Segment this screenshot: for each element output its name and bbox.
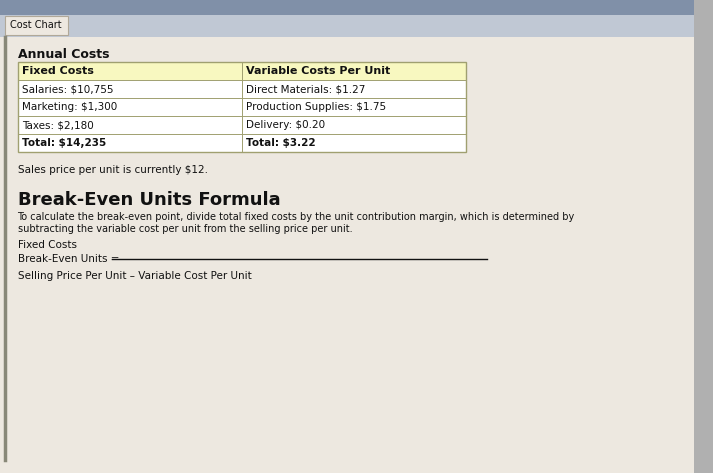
FancyBboxPatch shape — [5, 16, 68, 35]
Text: Break-Even Units =: Break-Even Units = — [18, 254, 119, 264]
Text: Salaries: $10,755: Salaries: $10,755 — [22, 84, 114, 94]
Text: Delivery: $0.20: Delivery: $0.20 — [247, 120, 326, 130]
Text: Marketing: $1,300: Marketing: $1,300 — [22, 102, 118, 112]
Text: Total: $3.22: Total: $3.22 — [247, 138, 316, 148]
Text: Production Supplies: $1.75: Production Supplies: $1.75 — [247, 102, 386, 112]
Text: Sales price per unit is currently $12.: Sales price per unit is currently $12. — [18, 165, 207, 175]
Text: Selling Price Per Unit – Variable Cost Per Unit: Selling Price Per Unit – Variable Cost P… — [18, 271, 251, 281]
Text: Break-Even Units Formula: Break-Even Units Formula — [18, 191, 280, 209]
Bar — [18, 62, 466, 152]
Bar — [0, 0, 694, 15]
Text: subtracting the variable cost per unit from the selling price per unit.: subtracting the variable cost per unit f… — [18, 224, 352, 234]
Text: Variable Costs Per Unit: Variable Costs Per Unit — [247, 66, 391, 76]
Text: Fixed Costs: Fixed Costs — [22, 66, 94, 76]
Text: Cost Chart: Cost Chart — [10, 20, 61, 30]
Text: Total: $14,235: Total: $14,235 — [22, 138, 107, 148]
Text: Fixed Costs: Fixed Costs — [18, 240, 76, 250]
Bar — [0, 15, 694, 37]
Text: Annual Costs: Annual Costs — [18, 49, 109, 61]
Bar — [18, 62, 466, 80]
Text: Taxes: $2,180: Taxes: $2,180 — [22, 120, 94, 130]
Bar — [18, 62, 466, 152]
Text: To calculate the break-even point, divide total fixed costs by the unit contribu: To calculate the break-even point, divid… — [18, 212, 575, 222]
Text: Direct Materials: $1.27: Direct Materials: $1.27 — [247, 84, 366, 94]
